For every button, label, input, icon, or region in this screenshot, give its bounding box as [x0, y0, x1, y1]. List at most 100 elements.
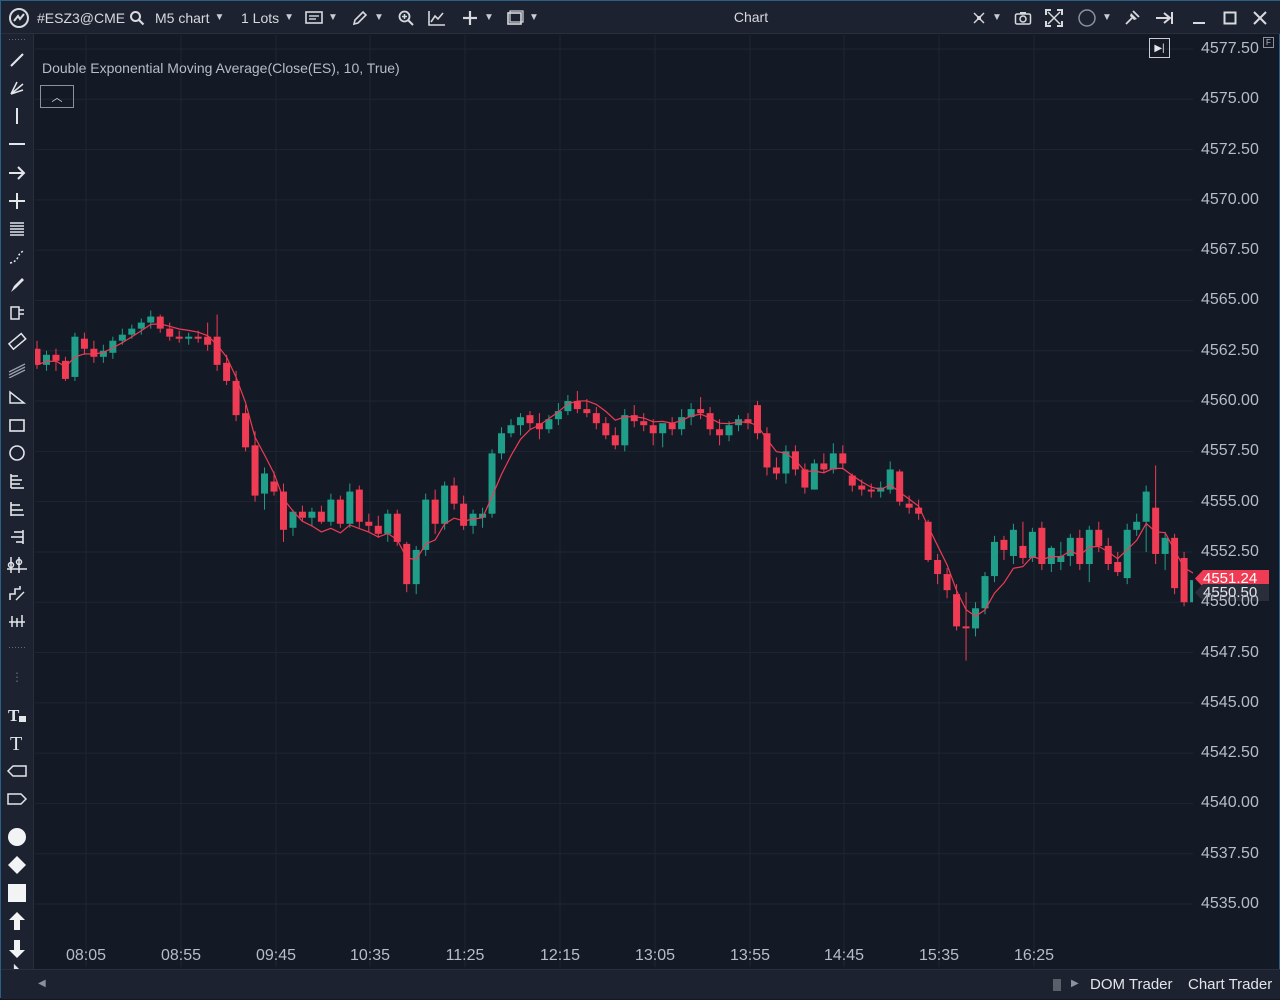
horizontal-scrollbar-thumb[interactable]	[1053, 979, 1061, 991]
candle-body	[90, 348, 98, 357]
dom-trader-tab[interactable]: DOM Trader	[1090, 976, 1173, 993]
candle-body	[403, 543, 411, 585]
candle-body	[109, 340, 117, 353]
toolbar-grip-icon[interactable]: ⋯⋯	[8, 33, 26, 44]
fib-retracement-icon[interactable]	[4, 469, 30, 493]
candle-body	[640, 421, 648, 426]
candle-body	[848, 475, 856, 486]
arrow-right-icon[interactable]	[4, 161, 30, 185]
brush-icon[interactable]	[4, 273, 30, 297]
chart-type-dropdown[interactable]: ▼	[305, 1, 338, 34]
dema-line	[36, 323, 1193, 618]
fib-extension-icon[interactable]	[4, 497, 30, 521]
timeframe-dropdown[interactable]: M5 chart ▼	[155, 1, 224, 34]
candle-body	[422, 499, 430, 550]
link-color-dropdown[interactable]: ▼	[1077, 1, 1112, 34]
maximize-button[interactable]	[1223, 1, 1237, 34]
cycle-lines-icon[interactable]	[4, 609, 30, 633]
symbol-search-icon[interactable]	[129, 1, 145, 34]
candle-body	[1171, 537, 1179, 589]
candle-body	[981, 576, 989, 609]
plus-icon	[463, 10, 477, 25]
dock-icon[interactable]	[1154, 1, 1174, 34]
rectangle-icon[interactable]	[4, 413, 30, 437]
candle-body	[896, 471, 904, 502]
ellipse-icon[interactable]	[4, 441, 30, 465]
minimize-button[interactable]	[1192, 1, 1206, 34]
crosshair-sync-dropdown[interactable]: ▼	[971, 1, 1002, 34]
candle-body	[327, 499, 335, 522]
scroll-right-icon[interactable]: ▶	[1071, 978, 1079, 989]
pencil-icon	[352, 10, 368, 25]
collapse-indicators-button[interactable]: ︿	[40, 85, 74, 108]
trend-line-icon[interactable]	[4, 48, 30, 72]
pitchfork-icon[interactable]	[4, 76, 30, 100]
candle-body	[355, 489, 363, 522]
horizontal-line-icon[interactable]	[4, 132, 30, 156]
candle-body	[1019, 545, 1027, 558]
indicator-label[interactable]: Double Exponential Moving Average(Close(…	[42, 60, 400, 76]
candle-body	[384, 513, 392, 534]
candle-body	[99, 350, 107, 357]
price-axis-label: 4550.00	[1201, 593, 1259, 611]
pin-icon[interactable]	[1123, 1, 1141, 34]
scroll-to-end-button[interactable]: ▶|	[1149, 38, 1170, 58]
zoom-icon[interactable]	[397, 1, 415, 34]
price-axis-label: 4577.50	[1201, 40, 1259, 57]
camera-icon[interactable]	[1014, 1, 1032, 34]
symbol-selector[interactable]: #ESZ3@CME	[37, 1, 125, 34]
fullscreen-icon[interactable]	[1044, 1, 1064, 34]
label-right-icon[interactable]	[4, 787, 30, 811]
candle-body	[1161, 537, 1169, 554]
step-line-icon[interactable]	[4, 581, 30, 605]
corner-arrow-icon[interactable]: ◣	[13, 961, 21, 971]
layout-dropdown[interactable]: ▼	[506, 1, 539, 34]
triangle-icon[interactable]	[4, 385, 30, 409]
format-badge-icon[interactable]: F	[1263, 37, 1274, 48]
top-toolbar: #ESZ3@CME M5 chart ▼ 1 Lots ▼ ▼ ▼ ▼	[1, 1, 1280, 34]
candle-body	[147, 316, 155, 323]
arrow-up-icon[interactable]	[4, 909, 30, 933]
text-icon[interactable]: T	[4, 731, 30, 755]
chevron-down-icon: ▼	[374, 12, 384, 23]
price-axis-label: 4545.00	[1201, 693, 1259, 711]
price-axis-label: 4555.00	[1201, 492, 1259, 510]
candle-body	[554, 411, 562, 420]
chevron-down-icon: ▼	[284, 12, 295, 23]
candle-body	[232, 380, 240, 416]
gann-icon[interactable]	[4, 553, 30, 577]
price-axis-label: 4575.00	[1201, 90, 1259, 108]
lots-dropdown[interactable]: 1 Lots ▼	[241, 1, 294, 34]
curve-icon[interactable]	[4, 245, 30, 269]
time-axis-label: 14:45	[823, 947, 865, 964]
label-left-icon[interactable]	[4, 759, 30, 783]
candle-body	[886, 469, 894, 490]
fan-icon[interactable]	[4, 301, 30, 325]
more-tools-icon[interactable]: ⋮	[11, 670, 23, 684]
vertical-line-icon[interactable]	[4, 104, 30, 128]
chevron-down-icon: ▼	[328, 12, 338, 23]
square-marker-icon[interactable]	[4, 881, 30, 905]
ruler-icon[interactable]	[4, 329, 30, 353]
candle-body	[393, 513, 401, 542]
price-chart[interactable]	[35, 35, 1193, 967]
candle-body	[261, 473, 269, 494]
add-dropdown[interactable]: ▼	[461, 1, 494, 34]
candle-body	[469, 513, 477, 526]
scroll-left-icon[interactable]: ◀	[38, 978, 46, 989]
diamond-marker-icon[interactable]	[4, 853, 30, 877]
dot-marker-icon[interactable]	[4, 825, 30, 849]
arrow-down-icon[interactable]	[4, 937, 30, 961]
chart-trader-tab[interactable]: Chart Trader	[1188, 976, 1273, 993]
parallel-lines-icon[interactable]	[4, 357, 30, 381]
indicators-icon[interactable]	[427, 1, 447, 34]
candle-body	[1180, 557, 1188, 603]
crosshair-line-icon[interactable]	[4, 189, 30, 213]
fib-time-zones-icon[interactable]	[4, 525, 30, 549]
close-button[interactable]	[1253, 1, 1267, 34]
fibonacci-icon[interactable]	[4, 217, 30, 241]
candle-body	[1190, 580, 1193, 603]
candle-body	[934, 559, 942, 575]
text-lock-icon[interactable]: T	[4, 703, 30, 727]
drawing-tools-dropdown[interactable]: ▼	[351, 1, 384, 34]
